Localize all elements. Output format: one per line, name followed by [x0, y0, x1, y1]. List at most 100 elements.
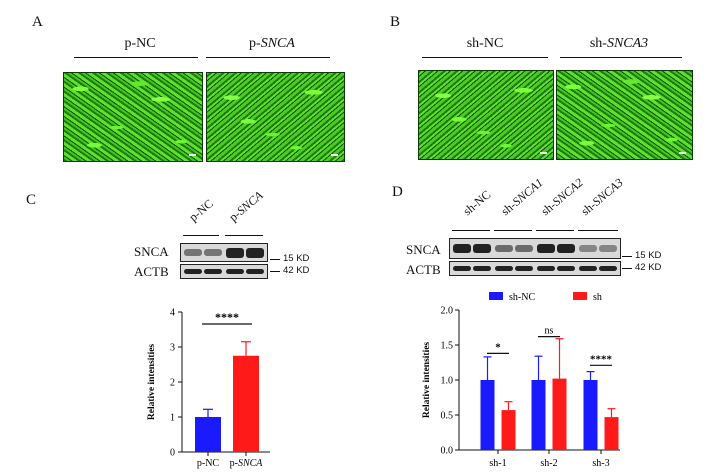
- blot-band: [226, 247, 244, 258]
- blot-band: [184, 249, 202, 256]
- scale-bar: [331, 154, 338, 156]
- y-tick-label: 0.0: [441, 446, 454, 457]
- panel-a-letter: A: [32, 14, 43, 30]
- panel-c-row-label-actb: ACTB: [134, 264, 169, 279]
- panel-d-marker-tick-15: [622, 256, 632, 257]
- legend-swatch: [573, 292, 587, 300]
- panel-a-right-micrograph: [206, 72, 345, 162]
- bar: [552, 378, 567, 450]
- panel-c-actb-blot: [180, 264, 268, 279]
- panel-a-right-header: p-SNCA: [249, 36, 295, 51]
- y-axis-label: Relative intensities: [147, 344, 157, 421]
- blot-band: [579, 245, 597, 252]
- y-tick-label: 1.5: [441, 341, 454, 352]
- panel-a-left-micrograph: [63, 72, 203, 162]
- panel-d-snca-blot: [449, 238, 621, 259]
- panel-b-left-header: sh-NC: [466, 36, 504, 51]
- bar: [531, 380, 546, 450]
- panel-d-lane-label-3: sh-SNCA2: [538, 175, 586, 219]
- panel-a-right-rule: [206, 57, 330, 58]
- y-tick-label: 1.0: [441, 376, 454, 387]
- blot-band: [537, 244, 555, 253]
- bar: [604, 417, 619, 450]
- panel-d-actb-blot: [449, 261, 621, 276]
- panel-a-left-header: p-NC: [124, 36, 156, 51]
- legend-label: sh-NC: [509, 292, 535, 303]
- bar: [583, 380, 598, 450]
- x-tick-label: p-SNCA: [230, 458, 264, 469]
- panel-c-lane-label-1: p-NC: [186, 196, 216, 225]
- y-tick-label: 4: [170, 308, 175, 319]
- panel-c-lane-rule-1: [183, 235, 219, 236]
- y-tick-label: 2: [170, 378, 175, 389]
- y-axis-label: Relative intensities: [422, 342, 432, 419]
- blot-band: [204, 249, 222, 256]
- panel-d-lane-rule-2: [494, 230, 532, 231]
- panel-d-row-label-snca: SNCA: [406, 242, 441, 257]
- legend-swatch: [489, 292, 503, 300]
- panel-d-marker-tick-42: [622, 268, 632, 269]
- significance-label: *: [495, 341, 501, 353]
- panel-d-marker-15kd: 15 KD: [635, 250, 662, 261]
- x-tick-label: p-NC: [197, 458, 220, 469]
- scale-bar: [189, 154, 196, 156]
- y-tick-label: 0.5: [441, 411, 454, 422]
- y-tick-label: 1: [170, 413, 175, 424]
- blot-band: [453, 244, 471, 253]
- blot-band: [537, 266, 555, 271]
- significance-label: ****: [215, 310, 239, 324]
- panel-d-lane-label-4: sh-SNCA3: [578, 175, 626, 219]
- scale-bar: [540, 152, 547, 154]
- blot-band: [599, 266, 617, 271]
- panel-c-marker-tick-15: [270, 259, 280, 260]
- x-tick-label: sh-3: [592, 458, 609, 469]
- panel-a-left-rule: [74, 57, 198, 58]
- significance-label: ****: [590, 353, 613, 365]
- panel-c-marker-tick-42: [270, 271, 280, 272]
- panel-d-row-label-actb: ACTB: [406, 262, 441, 277]
- blot-band: [495, 245, 513, 252]
- y-tick-label: 3: [170, 343, 175, 354]
- x-tick-label: sh-1: [489, 458, 506, 469]
- panel-b-right-micrograph: [556, 70, 693, 160]
- blot-band: [473, 244, 491, 253]
- y-tick-label: 2.0: [441, 306, 454, 317]
- blot-band: [495, 266, 513, 271]
- panel-d-lane-rule-3: [536, 230, 574, 231]
- blot-band: [184, 269, 202, 274]
- blot-band: [557, 266, 575, 271]
- panel-d-lane-label-2: sh-SNCA1: [498, 175, 546, 219]
- panel-c-marker-42kd: 42 KD: [283, 265, 310, 276]
- panel-c-lane-label-2: p-SNCA: [226, 188, 266, 225]
- blot-band: [226, 269, 244, 274]
- panel-b-right-header: sh-SNCA3: [589, 36, 649, 51]
- scale-bar: [679, 152, 686, 154]
- blot-band: [453, 266, 471, 271]
- panel-d-lane-rule-4: [578, 230, 618, 231]
- blot-band: [515, 245, 533, 252]
- panel-c-bar-chart: 0 1 2 3 4 Relative intensities p-NC p-SNCA ****: [147, 308, 270, 469]
- y-tick-label: 0: [170, 448, 175, 459]
- legend-label: sh: [593, 292, 602, 303]
- blot-band: [246, 269, 264, 274]
- panel-b-left-micrograph: [418, 70, 554, 160]
- panel-d-lane-rule-1: [452, 230, 490, 231]
- blot-band: [246, 247, 264, 258]
- blot-band: [515, 266, 533, 271]
- significance-label: ns: [545, 326, 554, 337]
- blot-band: [579, 266, 597, 271]
- x-tick-label: sh-2: [540, 458, 557, 469]
- panel-b-right-rule: [560, 57, 682, 58]
- bar: [480, 380, 495, 450]
- panel-b-left-rule: [422, 57, 548, 58]
- panel-c-row-label-snca: SNCA: [134, 244, 169, 259]
- bar: [195, 417, 221, 452]
- panel-b-letter: B: [390, 14, 401, 30]
- panel-c-letter: C: [26, 192, 37, 208]
- panel-c-marker-15kd: 15 KD: [283, 253, 310, 264]
- panel-d-lane-label-1: sh-NC: [460, 187, 494, 219]
- panel-c-snca-blot: [180, 243, 268, 262]
- bar: [233, 355, 259, 452]
- panel-d-letter: D: [392, 184, 403, 200]
- blot-band: [599, 245, 617, 252]
